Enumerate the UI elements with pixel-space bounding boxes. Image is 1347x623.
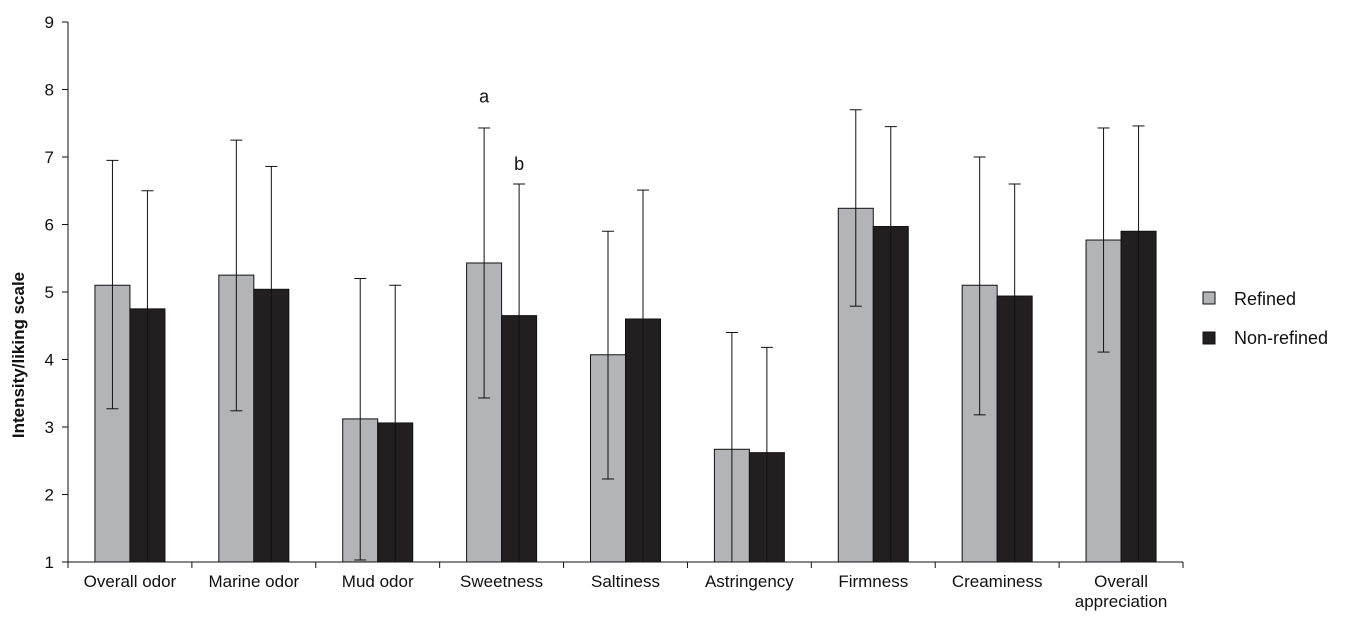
y-tick-label: 6 [45,216,54,235]
x-tick-label: Sweetness [460,572,543,591]
legend-label-refined: Refined [1234,289,1296,309]
y-tick-label: 5 [45,283,54,302]
y-tick-label: 4 [45,351,54,370]
x-tick-label: Firmness [838,572,908,591]
x-tick-label: Mud odor [342,572,414,591]
tick-labels: 1 2 3 4 5 6 7 8 9 Overall odor Marine odor Mud odor… [45,13,1168,611]
x-tick-label: Astringency [705,572,794,591]
legend-swatch-refined [1202,291,1216,305]
annotation-label: b [514,154,524,174]
y-axis-title: Intensity/liking scale [9,272,28,438]
x-tick-label: Marine odor [208,572,299,591]
bar-refined-overall-appreciation [1085,239,1122,563]
axes [62,21,1184,568]
bars-layer [94,207,1157,563]
y-tick-label: 9 [45,13,54,32]
y-tick-label: 1 [45,553,54,572]
x-tick-label: Saltiness [591,572,660,591]
x-tick-label: Overall appreciation [1075,572,1168,611]
legend-swatch-non-refined [1202,331,1216,345]
y-tick-label: 3 [45,418,54,437]
legend-label-non-refined: Non-refined [1234,328,1328,348]
x-tick-label: Creaminess [952,572,1043,591]
y-tick-label: 7 [45,148,54,167]
y-tick-label: 2 [45,486,54,505]
y-tick-label: 8 [45,81,54,100]
x-tick-label: Overall odor [84,572,177,591]
legend: Refined Non-refined [1202,289,1328,348]
annotations: ab [479,86,524,174]
annotation-label: a [479,86,490,106]
